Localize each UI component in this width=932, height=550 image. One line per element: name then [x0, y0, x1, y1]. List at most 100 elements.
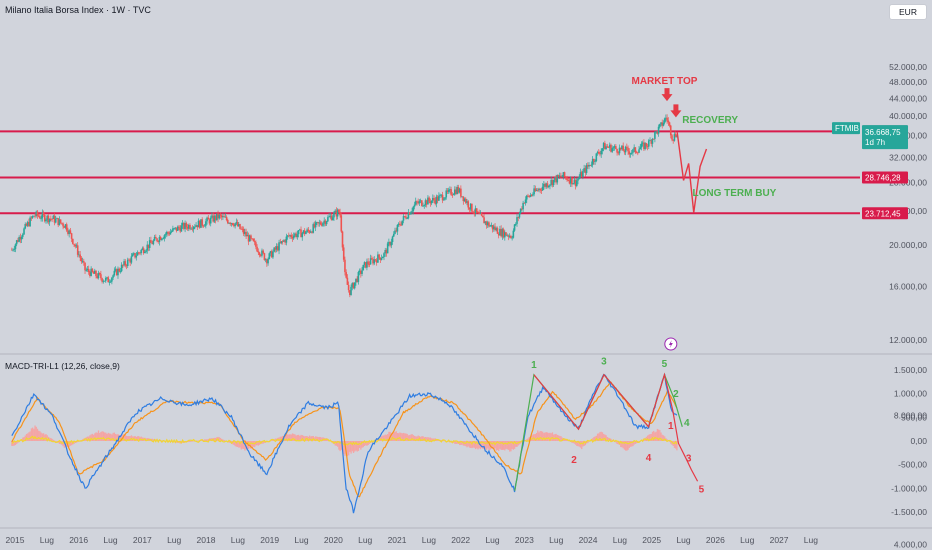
histogram-bar: [617, 441, 619, 445]
candle: [364, 262, 367, 268]
histogram-bar: [368, 441, 371, 444]
candle: [555, 177, 557, 183]
histogram-bar: [409, 435, 411, 441]
candle: [155, 237, 157, 239]
candle: [275, 246, 278, 250]
candle: [327, 217, 329, 222]
candle: [391, 236, 394, 243]
histogram-bar: [577, 441, 579, 447]
candle: [61, 222, 63, 224]
histogram-bar: [236, 441, 239, 447]
candle: [403, 216, 406, 217]
candle: [606, 146, 609, 148]
candle: [655, 131, 657, 133]
symbol-tag: [832, 122, 860, 135]
candle: [525, 195, 528, 200]
candle: [347, 284, 350, 291]
candle: [255, 242, 257, 247]
candle: [241, 228, 244, 230]
time-axis-tick: Lug: [294, 535, 308, 545]
candle: [114, 269, 117, 271]
histogram-bar: [116, 434, 118, 441]
candle: [650, 140, 653, 144]
candle: [40, 218, 42, 220]
candle: [148, 240, 151, 248]
candle: [375, 260, 378, 263]
time-axis-tick: 2020: [324, 535, 343, 545]
candle: [230, 223, 233, 225]
histogram-bar: [46, 435, 48, 441]
candle: [672, 139, 675, 141]
candle: [324, 220, 327, 225]
histogram-bar: [395, 431, 397, 441]
candle: [483, 217, 485, 224]
time-axis-tick: 2021: [388, 535, 407, 545]
candle: [216, 213, 218, 220]
price-axis-tick: 12.000,00: [889, 335, 927, 345]
candle: [18, 237, 20, 242]
histogram-bar: [422, 436, 424, 441]
histogram-bar: [263, 441, 266, 443]
candle: [615, 146, 617, 149]
histogram-bar: [540, 431, 543, 441]
candle: [128, 259, 130, 261]
candle: [201, 219, 203, 226]
candle: [565, 176, 567, 178]
currency-button[interactable]: EUR: [889, 4, 927, 20]
candle: [81, 261, 84, 262]
candle: [576, 180, 578, 186]
histogram-bar: [244, 441, 246, 451]
histogram-bar: [152, 439, 155, 441]
candle: [119, 271, 122, 273]
histogram-bar: [481, 441, 483, 448]
candle: [168, 233, 171, 235]
candle: [258, 252, 261, 256]
histogram-bar: [257, 441, 260, 446]
candle: [80, 257, 83, 262]
candle: [507, 235, 510, 237]
candle: [59, 219, 62, 223]
histogram-bar: [286, 434, 289, 441]
candle: [123, 261, 125, 266]
time-axis-tick: 2024: [579, 535, 598, 545]
candle: [159, 237, 162, 240]
candle: [554, 177, 556, 180]
histogram-bar: [484, 441, 486, 449]
macd-axis-tick: -1.500,00: [891, 507, 927, 517]
candle: [220, 215, 223, 218]
candle: [447, 189, 450, 192]
candle: [37, 215, 40, 217]
candle: [657, 126, 660, 134]
candle: [605, 146, 607, 150]
histogram-bar: [621, 441, 623, 448]
candle: [170, 231, 173, 233]
histogram-bar: [440, 440, 443, 441]
histogram-bar: [134, 435, 136, 441]
macd-axis-tick: 0,00: [910, 436, 927, 446]
candle: [599, 153, 601, 155]
time-axis-tick: Lug: [422, 535, 436, 545]
candle: [438, 195, 440, 201]
histogram-bar: [49, 437, 51, 441]
candle: [490, 225, 493, 226]
countdown: 1d 7h: [865, 138, 885, 147]
histogram-bar: [583, 441, 585, 446]
candle: [654, 131, 656, 139]
histogram-bar: [97, 430, 100, 441]
candle: [273, 247, 275, 252]
candle: [187, 224, 190, 229]
histogram-bar: [565, 439, 567, 441]
histogram-bar: [625, 441, 627, 451]
candle: [196, 225, 199, 228]
time-axis-tick: 2023: [515, 535, 534, 545]
candle: [200, 219, 202, 228]
histogram-bar: [612, 440, 615, 442]
price-axis-tick: 4.000,00: [894, 540, 927, 550]
candle: [358, 270, 361, 273]
candle: [511, 237, 513, 239]
histogram-bar: [53, 440, 56, 442]
histogram-bar: [632, 441, 634, 447]
candle: [474, 208, 477, 214]
candle: [413, 204, 416, 207]
candle: [541, 186, 544, 191]
